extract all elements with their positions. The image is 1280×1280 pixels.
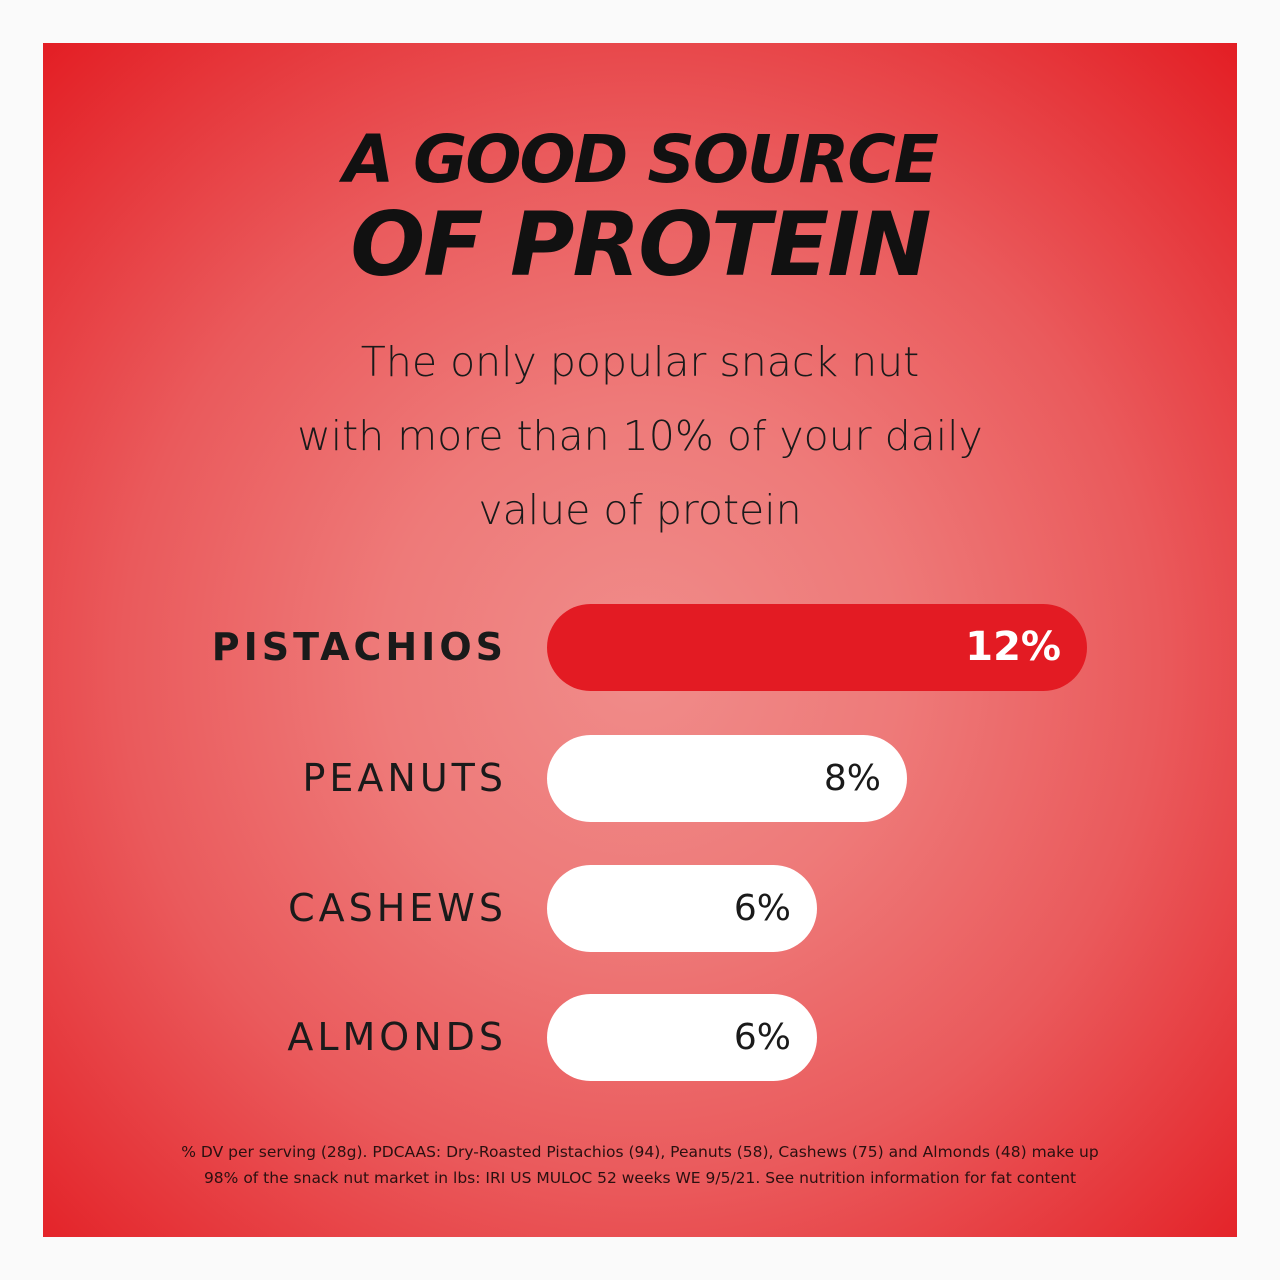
bar-row-almonds: ALMONDS 6% xyxy=(43,994,1237,1081)
subtitle-line: The only popular snack nut xyxy=(360,338,920,386)
bar: 8% xyxy=(547,735,907,822)
bar-row-peanuts: PEANUTS 8% xyxy=(43,735,1237,822)
footnote-line: 98% of the snack nut market in lbs: IRI … xyxy=(203,1169,1077,1187)
footnote-line: % DV per serving (28g). PDCAAS: Dry-Roas… xyxy=(181,1143,1099,1161)
subtitle: The only popular snack nut with more tha… xyxy=(43,325,1237,547)
bar: 6% xyxy=(547,994,817,1081)
title-line-1: A GOOD SOURCE xyxy=(343,121,939,198)
title-line-2: OF PROTEIN xyxy=(350,193,931,296)
category-label: CASHEWS xyxy=(288,886,507,930)
category-label: PISTACHIOS xyxy=(211,625,507,669)
bar: 12% xyxy=(547,604,1087,691)
bar-row-cashews: CASHEWS 6% xyxy=(43,865,1237,952)
category-label: PEANUTS xyxy=(302,756,507,800)
subtitle-line: value of protein xyxy=(478,486,802,534)
bar-row-pistachios: PISTACHIOS 12% xyxy=(43,604,1237,691)
category-label: ALMONDS xyxy=(287,1015,507,1059)
infographic-panel: A GOOD SOURCE OF PROTEIN The only popula… xyxy=(43,43,1237,1237)
bar: 6% xyxy=(547,865,817,952)
subtitle-line: with more than 10% of your daily xyxy=(297,412,983,460)
footnote: % DV per serving (28g). PDCAAS: Dry-Roas… xyxy=(43,1139,1237,1191)
